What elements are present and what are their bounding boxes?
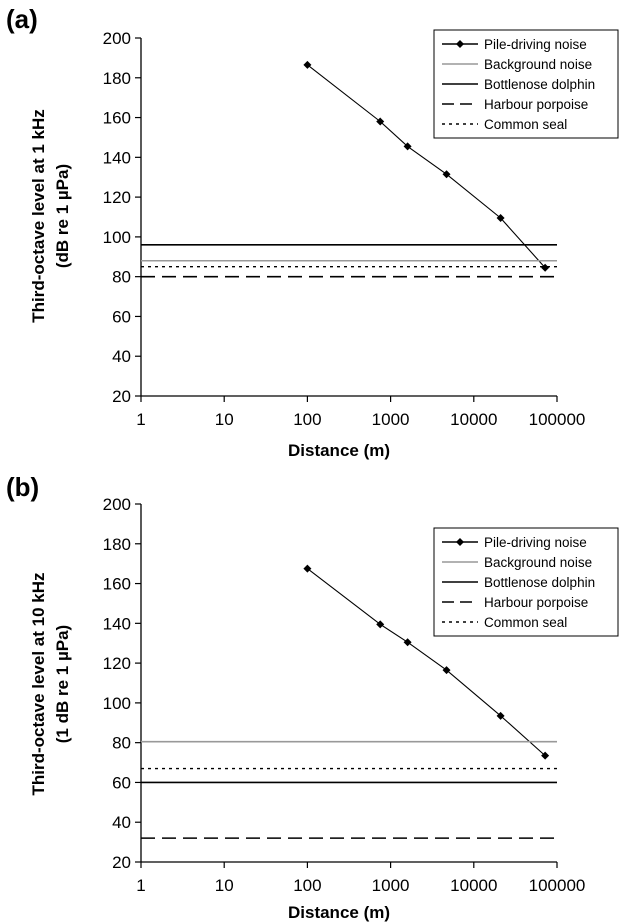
- x-tick-label: 10: [215, 410, 234, 429]
- y-tick-label: 60: [112, 307, 131, 326]
- data-point-marker: [303, 60, 312, 69]
- x-axis-title: Distance (m): [288, 441, 390, 460]
- chart-panel-1: (a) 20 40 60 80 100 120 140 160 180 200 1 10 100 1000 1…: [6, 4, 619, 460]
- y-tick-label: 200: [103, 29, 131, 48]
- x-tick-label: 1000: [372, 410, 410, 429]
- y-axis-title-line1: Third-octave level at 1 kHz: [29, 109, 48, 323]
- y-tick-label: 20: [112, 853, 131, 872]
- data-point-marker: [442, 666, 451, 675]
- series-line-pile-driving-noise: [307, 568, 546, 757]
- legend-label: Background noise: [484, 555, 592, 570]
- y-tick-label: 180: [103, 535, 131, 554]
- x-tick-label: 10: [215, 876, 234, 895]
- x-tick-label: 100000: [529, 876, 586, 895]
- y-tick-label: 160: [103, 575, 131, 594]
- y-tick-label: 40: [112, 347, 131, 366]
- x-tick-label: 10000: [450, 876, 497, 895]
- y-tick-label: 200: [103, 495, 131, 514]
- y-tick-label: 120: [103, 654, 131, 673]
- legend: Pile-driving noise Background noise Bottle…: [433, 29, 619, 139]
- legend-label: Bottlenose dolphin: [484, 575, 595, 590]
- panel-label: (b): [6, 472, 39, 502]
- y-tick-label: 140: [103, 614, 131, 633]
- x-tick-label: 1: [136, 410, 145, 429]
- data-point-marker: [403, 142, 412, 151]
- y-axis-title-line2: (1 dB re 1 µPa): [53, 625, 72, 743]
- y-tick-label: 80: [112, 268, 131, 287]
- legend-marker: [456, 538, 464, 546]
- legend-marker: [456, 40, 464, 48]
- y-tick-label: 100: [103, 694, 131, 713]
- y-axis-title-line1: Third-octave level at 10 kHz: [29, 573, 48, 796]
- data-point-marker: [376, 117, 385, 126]
- y-tick-label: 160: [103, 109, 131, 128]
- data-point-marker: [496, 711, 505, 720]
- legend-label: Pile-driving noise: [484, 37, 587, 52]
- chart-panel-2: (b) 20 40 60 80 100 120 140 160 180 200 1 10 100 1000 1…: [6, 472, 619, 922]
- x-tick-label: 1000: [372, 876, 410, 895]
- data-point-marker: [303, 564, 312, 573]
- legend: Pile-driving noise Background noise Bottle…: [433, 527, 619, 637]
- panel-label: (a): [6, 4, 38, 34]
- y-tick-label: 60: [112, 773, 131, 792]
- x-tick-label: 100000: [529, 410, 586, 429]
- data-point-marker: [403, 638, 412, 647]
- x-axis-title: Distance (m): [288, 903, 390, 922]
- y-tick-label: 80: [112, 734, 131, 753]
- y-tick-label: 100: [103, 228, 131, 247]
- legend-label: Harbour porpoise: [484, 97, 588, 112]
- x-tick-label: 100: [293, 410, 321, 429]
- legend-label: Harbour porpoise: [484, 595, 588, 610]
- data-point-marker: [442, 170, 451, 179]
- y-tick-label: 120: [103, 188, 131, 207]
- legend-label: Pile-driving noise: [484, 535, 587, 550]
- data-point-marker: [496, 213, 505, 222]
- y-tick-label: 20: [112, 387, 131, 406]
- legend-label: Common seal: [484, 615, 567, 630]
- legend-label: Background noise: [484, 57, 592, 72]
- y-tick-label: 40: [112, 813, 131, 832]
- data-point-marker: [376, 620, 385, 629]
- y-tick-label: 140: [103, 148, 131, 167]
- y-axis-title-line2: (dB re 1 µPa): [53, 164, 72, 268]
- x-tick-label: 100: [293, 876, 321, 895]
- legend-label: Bottlenose dolphin: [484, 77, 595, 92]
- legend-label: Common seal: [484, 117, 567, 132]
- data-point-marker: [541, 751, 550, 760]
- series-line-pile-driving-noise: [307, 64, 546, 269]
- x-tick-label: 1: [136, 876, 145, 895]
- x-tick-label: 10000: [450, 410, 497, 429]
- y-tick-label: 180: [103, 69, 131, 88]
- data-point-marker: [541, 263, 550, 272]
